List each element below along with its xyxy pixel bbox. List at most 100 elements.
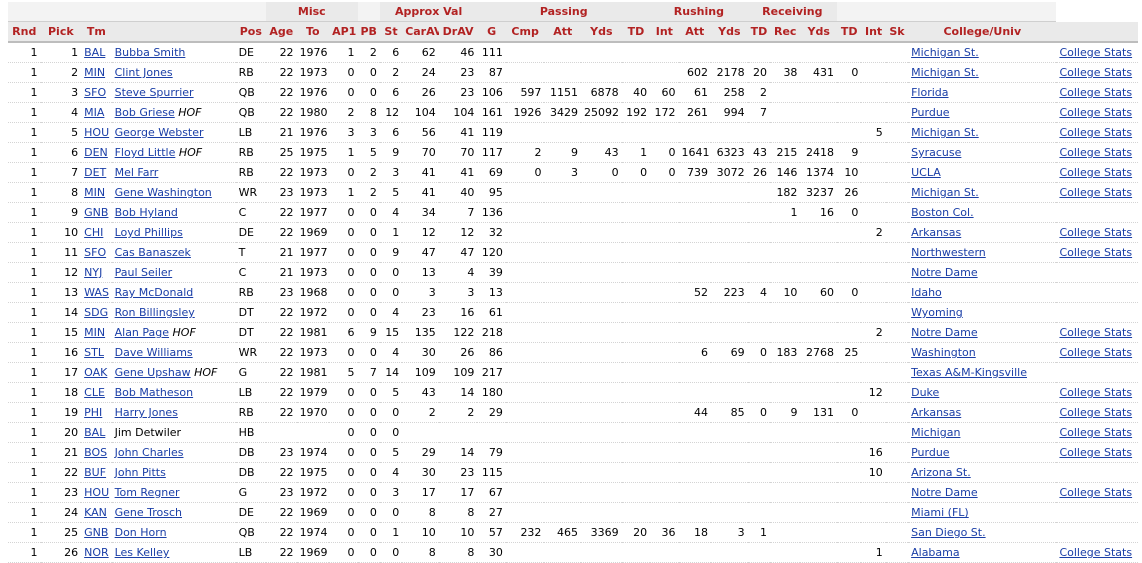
column-header[interactable]: CarAV	[402, 21, 439, 43]
player-link[interactable]: John Charles	[114, 446, 184, 459]
team-link[interactable]: SDG	[84, 306, 109, 319]
column-header[interactable]: Cmp	[505, 21, 545, 43]
college-link[interactable]: Boston Col.	[911, 206, 974, 219]
college-link[interactable]: Texas A&M-Kingsville	[911, 366, 1027, 379]
player-link[interactable]: Bob Hyland	[114, 206, 178, 219]
column-header[interactable]	[1056, 21, 1138, 43]
player-link[interactable]: Bob Matheson	[114, 386, 194, 399]
player-link[interactable]: Les Kelley	[114, 546, 170, 559]
column-header[interactable]: Rnd	[8, 21, 41, 43]
column-header[interactable]: TD	[747, 21, 770, 43]
team-link[interactable]: HOU	[84, 486, 110, 499]
college-link[interactable]: Michigan St.	[911, 126, 979, 139]
college-link[interactable]: Wyoming	[911, 306, 963, 319]
player-link[interactable]: Dave Williams	[114, 346, 193, 359]
column-header[interactable]: Pick	[40, 21, 82, 43]
player-link[interactable]: Don Horn	[114, 526, 167, 539]
column-header[interactable]: Sk	[885, 21, 909, 43]
player-link[interactable]: Bob Griese	[114, 106, 175, 119]
college-stats-link[interactable]: College Stats	[1059, 126, 1133, 139]
player-link[interactable]: Clint Jones	[114, 66, 173, 79]
college-link[interactable]: Purdue	[911, 106, 950, 119]
team-link[interactable]: STL	[84, 346, 104, 359]
college-stats-link[interactable]: College Stats	[1059, 426, 1133, 439]
player-link[interactable]: Floyd Little	[114, 146, 176, 159]
column-header[interactable]: Pos	[235, 21, 267, 43]
player-link[interactable]: Ray McDonald	[114, 286, 194, 299]
college-stats-link[interactable]: College Stats	[1059, 246, 1133, 259]
college-stats-link[interactable]: College Stats	[1059, 386, 1133, 399]
column-header[interactable]: Int	[650, 21, 679, 43]
college-stats-link[interactable]: College Stats	[1059, 406, 1133, 419]
college-stats-link[interactable]: College Stats	[1059, 446, 1133, 459]
player-link[interactable]: Bubba Smith	[114, 46, 186, 59]
column-header[interactable]: Yds	[711, 21, 748, 43]
college-link[interactable]: Syracuse	[911, 146, 962, 159]
college-link[interactable]: Notre Dame	[911, 326, 978, 339]
college-stats-link[interactable]: College Stats	[1059, 46, 1133, 59]
column-header[interactable]: Att	[678, 21, 712, 43]
college-link[interactable]: Michigan St.	[911, 66, 979, 79]
college-link[interactable]: Northwestern	[911, 246, 986, 259]
college-link[interactable]: Washington	[911, 346, 976, 359]
player-link[interactable]: Paul Seiler	[114, 266, 173, 279]
team-link[interactable]: KAN	[84, 506, 107, 519]
team-link[interactable]: DEN	[84, 146, 108, 159]
college-link[interactable]: Michigan	[911, 426, 961, 439]
team-link[interactable]: DET	[84, 166, 107, 179]
college-link[interactable]: Arkansas	[911, 226, 962, 239]
college-link[interactable]: Alabama	[911, 546, 960, 559]
column-header[interactable]: College/Univ	[908, 21, 1057, 43]
player-link[interactable]: George Webster	[114, 126, 204, 139]
player-link[interactable]: Loyd Phillips	[114, 226, 183, 239]
player-link[interactable]: Mel Farr	[114, 166, 159, 179]
team-link[interactable]: BAL	[84, 46, 106, 59]
team-link[interactable]: BOS	[84, 446, 108, 459]
college-stats-link[interactable]: College Stats	[1059, 66, 1133, 79]
team-link[interactable]: MIA	[84, 106, 105, 119]
column-header[interactable]: TD	[621, 21, 651, 43]
column-header[interactable]: To	[296, 21, 330, 43]
column-header[interactable]	[111, 21, 236, 43]
column-header[interactable]: Rec	[769, 21, 801, 43]
team-link[interactable]: NOR	[84, 546, 109, 559]
team-link[interactable]: SFO	[84, 86, 107, 99]
player-link[interactable]: Gene Upshaw	[114, 366, 191, 379]
college-stats-link[interactable]: College Stats	[1059, 146, 1133, 159]
college-link[interactable]: Arizona St.	[911, 466, 971, 479]
college-link[interactable]: Michigan St.	[911, 46, 979, 59]
college-link[interactable]: Miami (FL)	[911, 506, 969, 519]
team-link[interactable]: MIN	[84, 326, 106, 339]
team-link[interactable]: GNB	[84, 206, 109, 219]
college-link[interactable]: Duke	[911, 386, 940, 399]
college-stats-link[interactable]: College Stats	[1059, 486, 1133, 499]
team-link[interactable]: HOU	[84, 126, 110, 139]
column-header[interactable]: St	[379, 21, 403, 43]
player-link[interactable]: John Pitts	[114, 466, 166, 479]
college-link[interactable]: Purdue	[911, 446, 950, 459]
team-link[interactable]: CHI	[84, 226, 104, 239]
team-link[interactable]: GNB	[84, 526, 109, 539]
college-link[interactable]: Notre Dame	[911, 266, 978, 279]
team-link[interactable]: BUF	[84, 466, 107, 479]
team-link[interactable]: OAK	[84, 366, 108, 379]
column-header[interactable]: DrAV	[438, 21, 478, 43]
college-stats-link[interactable]: College Stats	[1059, 106, 1133, 119]
team-link[interactable]: MIN	[84, 186, 106, 199]
team-link[interactable]: SFO	[84, 246, 107, 259]
college-stats-link[interactable]: College Stats	[1059, 326, 1133, 339]
college-stats-link[interactable]: College Stats	[1059, 166, 1133, 179]
college-link[interactable]: Notre Dame	[911, 486, 978, 499]
player-link[interactable]: Harry Jones	[114, 406, 178, 419]
college-stats-link[interactable]: College Stats	[1059, 226, 1133, 239]
column-header[interactable]: PB	[357, 21, 380, 43]
column-header[interactable]: G	[477, 21, 506, 43]
column-header[interactable]: AP1	[329, 21, 358, 43]
player-link[interactable]: Ron Billingsley	[114, 306, 195, 319]
player-link[interactable]: Gene Trosch	[114, 506, 183, 519]
column-header[interactable]: TD	[837, 21, 862, 43]
team-link[interactable]: WAS	[84, 286, 109, 299]
player-link[interactable]: Alan Page	[114, 326, 170, 339]
column-header[interactable]: Att	[544, 21, 582, 43]
team-link[interactable]: BAL	[84, 426, 106, 439]
